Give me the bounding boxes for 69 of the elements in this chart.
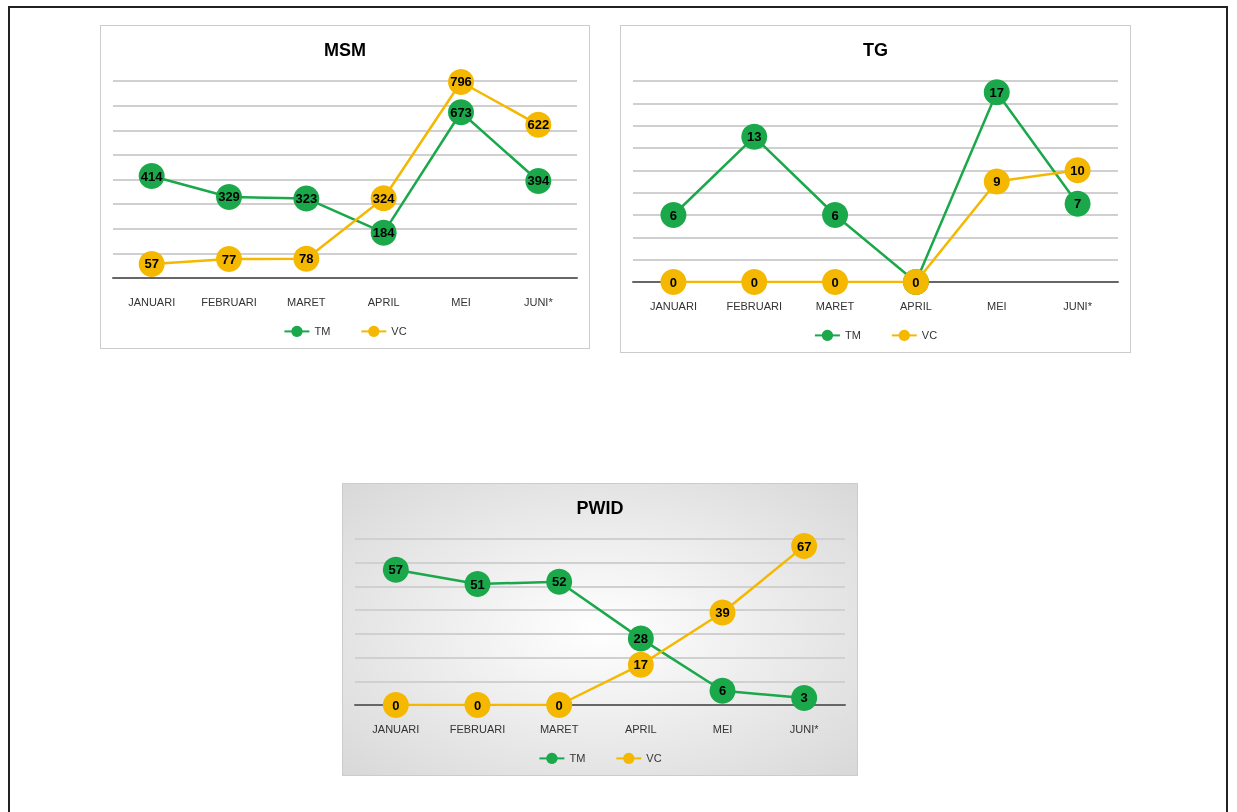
data-label: 3 [800, 690, 808, 706]
point [1064, 190, 1091, 217]
x-tick-label: MARET [539, 722, 579, 735]
data-label: 184 [372, 225, 396, 241]
data-label: 6 [718, 683, 727, 699]
x-tick-label: JUNI* [1063, 299, 1093, 312]
legend-label: TM [844, 329, 861, 342]
legend-label: VC [391, 325, 407, 338]
x-tick-label: MARET [287, 295, 326, 308]
data-label: 52 [551, 574, 567, 590]
x-tick-label: APRIL [900, 299, 932, 312]
point [822, 269, 849, 295]
data-label: 0 [473, 697, 482, 713]
data-label: 414 [140, 168, 164, 184]
data-label: 77 [221, 251, 237, 267]
point [791, 684, 818, 711]
data-label: 0 [831, 274, 839, 290]
legend-label: VC [646, 752, 662, 765]
data-label: 324 [372, 190, 396, 206]
data-label: 329 [218, 189, 240, 205]
data-label: 0 [555, 697, 563, 713]
data-label: 796 [450, 74, 472, 90]
x-tick-label: MARET [815, 299, 855, 312]
legend-label: TM [314, 325, 331, 338]
data-label: 17 [989, 84, 1004, 100]
data-label: 394 [527, 173, 550, 189]
data-label: 622 [527, 117, 550, 133]
x-tick-label: APRIL [624, 722, 657, 735]
data-label: 673 [450, 104, 472, 120]
point [822, 202, 849, 228]
legend-label: TM [569, 752, 586, 765]
data-label: 78 [299, 251, 314, 267]
x-tick-label: MEI [712, 722, 733, 735]
data-label: 13 [747, 129, 762, 145]
data-label: 9 [993, 174, 1001, 189]
data-label: 39 [715, 605, 730, 621]
chart-title: MSM [324, 40, 366, 60]
data-label: 51 [470, 576, 485, 592]
data-label: 0 [669, 274, 678, 290]
data-label: 57 [144, 256, 159, 272]
chart-title: PWID [576, 498, 624, 518]
data-label: 57 [388, 562, 404, 578]
x-tick-label: JUNI* [523, 295, 554, 308]
data-label: 6 [831, 207, 839, 223]
x-tick-label: APRIL [367, 295, 400, 308]
data-label: 0 [392, 697, 400, 713]
x-tick-label: JANUARI [372, 722, 420, 735]
point [546, 692, 573, 718]
data-label: 28 [633, 631, 649, 647]
data-label: 10 [1070, 162, 1085, 178]
data-label: 0 [750, 274, 758, 290]
data-label: 17 [633, 657, 649, 673]
x-tick-label: MEI [451, 295, 471, 308]
x-tick-label: FEBRUARI [726, 299, 783, 312]
point [382, 692, 409, 718]
data-label: 7 [1073, 196, 1082, 212]
legend-label: VC [921, 329, 938, 342]
data-label: 323 [295, 190, 318, 206]
x-tick-label: JANUARI [649, 299, 697, 312]
x-tick-label: MEI [986, 299, 1007, 312]
x-tick-label: JANUARI [128, 295, 176, 308]
x-tick-label: FEBRUARI [201, 295, 257, 308]
data-label: 67 [796, 538, 812, 554]
point [741, 269, 768, 295]
x-tick-label: JUNI* [789, 722, 820, 735]
data-label: 6 [669, 207, 678, 223]
data-label: 0 [912, 274, 920, 290]
x-tick-label: FEBRUARI [449, 722, 506, 735]
chart-title: TG [863, 40, 888, 60]
